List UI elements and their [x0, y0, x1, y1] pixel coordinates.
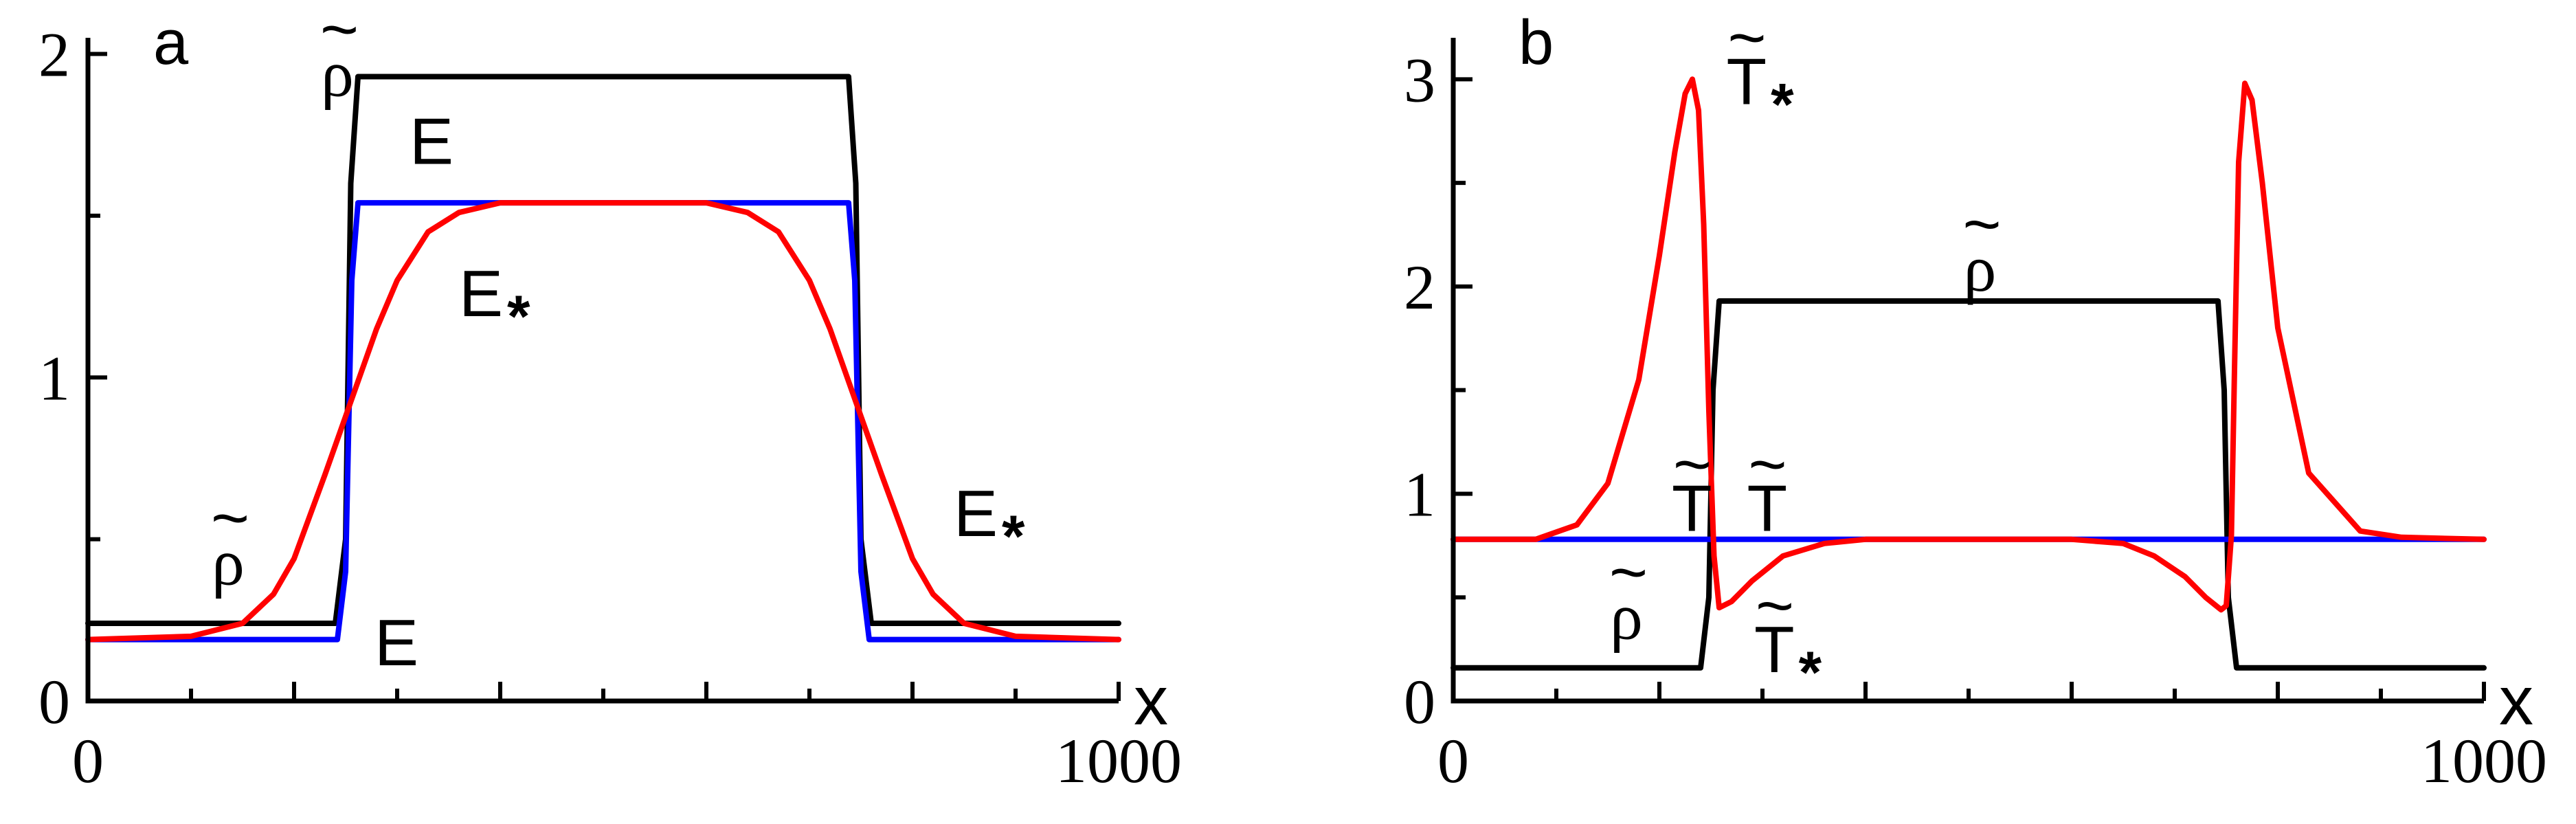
- x-axis-label: x: [1134, 662, 1168, 739]
- y-tick-label: 2: [38, 20, 70, 90]
- x-axis-label: x: [2499, 662, 2533, 739]
- curve-label-symbol: T: [1672, 472, 1712, 546]
- curve-label-subscript: *: [1799, 640, 1822, 706]
- curve-label-symbol: E: [954, 477, 998, 550]
- curve-label: ρ: [212, 526, 245, 599]
- curve-label-symbol: E: [374, 606, 418, 680]
- curve-label: ρ: [1610, 580, 1643, 654]
- curve-label: ρ: [321, 37, 354, 111]
- curve-label: T: [1672, 472, 1712, 546]
- curve-label-tilde: ~: [1727, 1, 1766, 75]
- y-tick-label: 3: [1404, 45, 1435, 115]
- curve-red: [85, 200, 1121, 643]
- y-tick-label: 0: [38, 667, 70, 737]
- curve-label-tilde: ~: [1609, 536, 1648, 610]
- x-tick-label: 1000: [1055, 726, 1182, 796]
- curve-label: ρ: [1964, 232, 1997, 305]
- y-tick-label: 1: [1404, 459, 1435, 529]
- curve-label-symbol: ρ: [1964, 232, 1997, 305]
- x-tick-label: 1000: [2421, 726, 2547, 796]
- curve-label-symbol: T: [1754, 613, 1795, 687]
- curve-label-symbol: T: [1747, 472, 1788, 546]
- curve-label-subscript: *: [507, 284, 530, 350]
- curve-label: T*: [1754, 613, 1822, 706]
- curve-label-tilde: ~: [211, 482, 249, 555]
- curve-label-tilde: ~: [1673, 428, 1712, 502]
- curve-label-tilde: ~: [1756, 569, 1794, 643]
- curve-label: T: [1747, 472, 1788, 546]
- curve-label: E*: [459, 257, 530, 350]
- curve-label: E: [374, 606, 418, 680]
- panel-letter: a: [153, 8, 189, 78]
- y-tick-label: 2: [1404, 252, 1435, 322]
- curve-label-symbol: ρ: [212, 526, 245, 599]
- curve-label-tilde: ~: [320, 0, 359, 67]
- curve-label-subscript: *: [1771, 72, 1794, 138]
- curve-label-symbol: T: [1727, 45, 1767, 119]
- curve-label: T*: [1727, 45, 1795, 138]
- curve-label-symbol: E: [410, 105, 453, 179]
- curve-label-symbol: E: [459, 257, 503, 331]
- curve-red: [1451, 76, 2487, 613]
- x-tick-label: 0: [72, 726, 104, 796]
- curve-label-tilde: ~: [1748, 428, 1787, 502]
- curve-label-tilde: ~: [1962, 188, 2001, 261]
- curve-label-subscript: *: [1002, 504, 1025, 570]
- curve-label-symbol: ρ: [321, 37, 354, 111]
- curve-label: E*: [954, 477, 1025, 570]
- panel-letter: b: [1519, 8, 1554, 78]
- curve-label-symbol: ρ: [1610, 580, 1643, 654]
- y-tick-label: 1: [38, 343, 70, 413]
- curve-label: E: [410, 105, 453, 179]
- x-tick-label: 0: [1437, 726, 1469, 796]
- y-tick-label: 0: [1404, 667, 1435, 737]
